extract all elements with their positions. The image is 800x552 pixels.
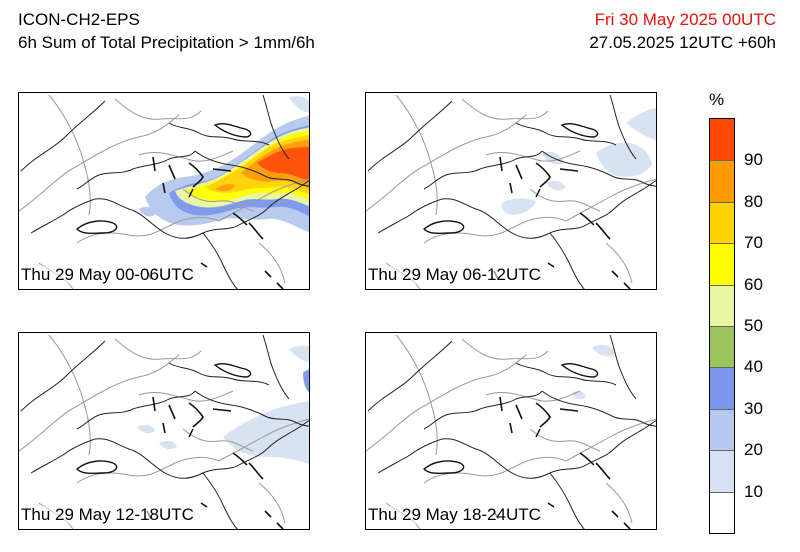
colorbar-tick-label: 60 [744, 274, 763, 294]
model-title: ICON-CH2-EPS [18, 10, 140, 29]
colorbar-tick-label: 10 [744, 481, 763, 501]
map-panel-12-18: Thu 29 May 12-18UTC [18, 332, 310, 530]
colorbar [709, 118, 735, 534]
panel-label: Thu 29 May 00-06UTC [20, 265, 195, 284]
map-panel-18-24: Thu 29 May 18-24UTC [365, 332, 657, 530]
map-canvas [366, 334, 656, 529]
run-info: 27.05.2025 12UTC +60h [589, 33, 776, 52]
colorbar-tick-label: 90 [744, 150, 763, 170]
colorbar-segment [710, 119, 734, 161]
colorbar-segment [710, 284, 734, 326]
panel-label: Thu 29 May 06-12UTC [367, 265, 542, 284]
map-canvas [366, 94, 656, 289]
map-canvas [19, 94, 309, 289]
colorbar-segment [710, 243, 734, 285]
colorbar-tick-label: 20 [744, 440, 763, 460]
colorbar-tick-label: 50 [744, 316, 763, 335]
colorbar-tick-label: 30 [744, 398, 763, 418]
colorbar-segment [710, 450, 734, 492]
map-panel-06-12: Thu 29 May 06-12UTC [365, 92, 657, 290]
colorbar-tick-label: 40 [744, 357, 763, 377]
colorbar-tick-label: 80 [744, 191, 763, 211]
colorbar-segment [710, 491, 734, 533]
colorbar-tick-label: 70 [744, 233, 763, 253]
panel-label: Thu 29 May 18-24UTC [367, 505, 542, 524]
colorbar-segment [710, 201, 734, 244]
map-canvas [19, 334, 309, 529]
panel-label: Thu 29 May 12-18UTC [20, 505, 195, 524]
colorbar-segment [710, 160, 734, 202]
valid-time: Fri 30 May 2025 00UTC [594, 10, 776, 29]
colorbar-unit: % [709, 90, 725, 109]
map-panel-00-06: Thu 29 May 00-06UTC [18, 92, 310, 290]
colorbar-segment [710, 408, 734, 451]
product-title: 6h Sum of Total Precipitation > 1mm/6h [18, 33, 315, 52]
colorbar-segment [710, 326, 734, 368]
colorbar-segment [710, 367, 734, 409]
